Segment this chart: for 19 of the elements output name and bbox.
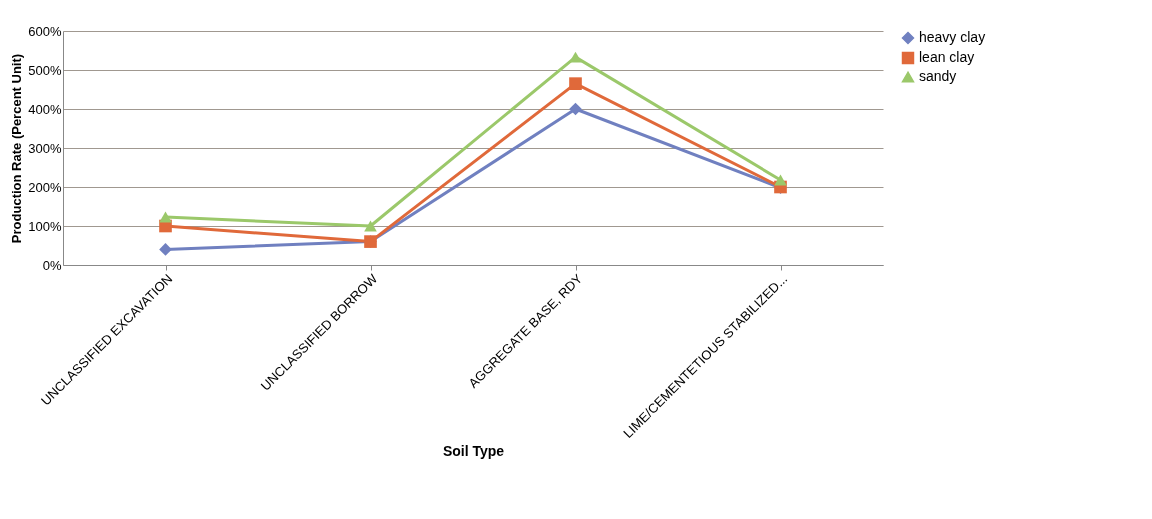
y-tick-label: 0% (42, 257, 62, 273)
x-axis-title: Soil Type (442, 442, 505, 459)
point (159, 211, 172, 223)
y-tick-label: 400% (28, 101, 62, 117)
y-tick-label: 200% (28, 179, 62, 195)
point (159, 243, 172, 256)
legend-label: heavy clay (919, 29, 986, 45)
y-tick-label: 100% (28, 218, 62, 234)
y-axis-title: Production Rate (Percent Unit) (9, 53, 25, 244)
point (569, 77, 582, 90)
point (569, 51, 582, 63)
legend-label: sandy (919, 68, 957, 84)
legend-label: lean clay (919, 49, 975, 65)
y-tick-label: 600% (28, 23, 62, 39)
point (569, 102, 582, 116)
point (774, 174, 787, 186)
point (364, 220, 377, 232)
y-tick-label: 500% (28, 62, 62, 78)
y-tick-label: 300% (28, 140, 62, 156)
